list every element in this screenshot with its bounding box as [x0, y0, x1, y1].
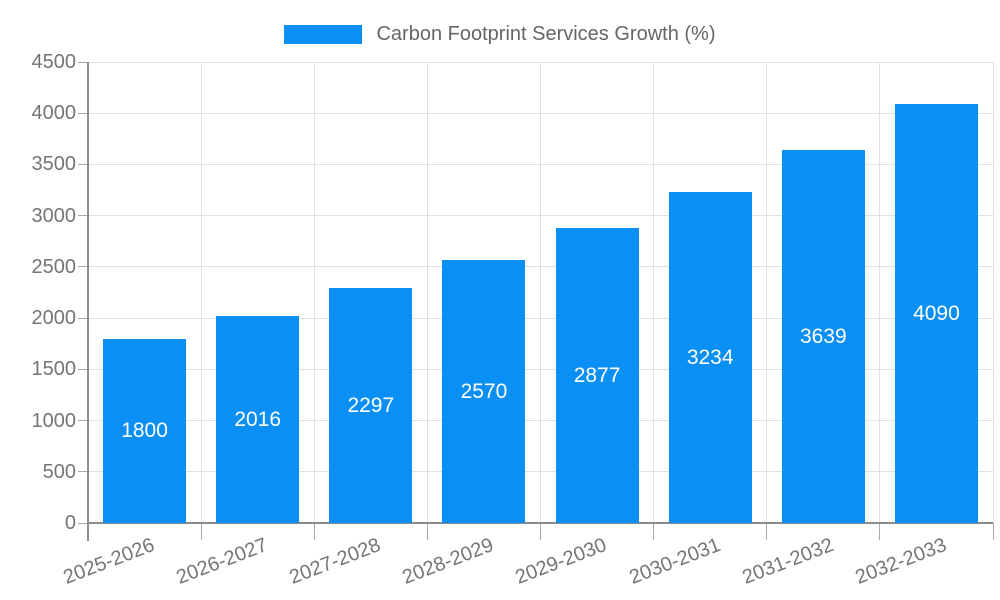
bar-value-label: 2877	[573, 363, 621, 387]
bar[interactable]: 2877	[555, 228, 639, 523]
bar-value-label: 2570	[460, 379, 508, 403]
bar-value-label: 2297	[347, 393, 395, 417]
gridline-vertical	[879, 62, 881, 523]
x-axis-tick	[540, 523, 541, 540]
legend[interactable]: Carbon Footprint Services Growth (%)	[0, 22, 1000, 46]
y-tick-label: 0	[64, 512, 76, 534]
y-tick-label: 2000	[31, 307, 77, 330]
gridline-vertical	[766, 62, 768, 523]
y-axis-tick	[78, 471, 88, 473]
bar[interactable]: 3234	[668, 192, 752, 523]
x-tick-label: 2027-2028	[286, 534, 384, 589]
x-tick-label: 2029-2030	[512, 534, 610, 589]
gridline-vertical	[992, 62, 994, 523]
bar-value-label: 2016	[234, 407, 282, 431]
x-tick-label: 2028-2029	[399, 534, 497, 589]
x-tick-label: 2030-2031	[625, 534, 724, 589]
y-axis-tick	[78, 317, 88, 319]
x-axis-tick	[879, 523, 881, 540]
x-tick-label: 2026-2027	[173, 534, 271, 589]
y-tick-label: 1000	[31, 409, 77, 432]
x-tick-label: 2025-2026	[60, 534, 158, 589]
y-axis-tick	[78, 112, 88, 114]
x-tick-label: 2032-2033	[852, 534, 950, 589]
x-axis-tick	[426, 523, 428, 540]
x-axis-tick	[313, 523, 315, 540]
y-tick-label: 4500	[31, 51, 77, 73]
y-axis-tick	[78, 420, 88, 422]
bar-value-label: 3639	[799, 324, 847, 348]
x-axis-tick	[653, 523, 655, 540]
x-axis-line	[88, 522, 993, 524]
y-axis-tick	[78, 522, 88, 524]
bar[interactable]: 1800	[103, 339, 187, 523]
y-axis-tick	[78, 163, 88, 165]
bar[interactable]: 3639	[781, 150, 865, 523]
y-axis-line	[87, 62, 89, 541]
y-tick-label: 1500	[31, 358, 77, 381]
gridline-vertical	[426, 62, 428, 523]
bar[interactable]: 2570	[442, 260, 526, 523]
y-tick-label: 4000	[31, 102, 77, 125]
y-axis-tick	[78, 61, 88, 63]
gridline-vertical	[313, 62, 315, 523]
y-axis-tick	[78, 215, 88, 217]
y-axis-tick	[78, 368, 88, 370]
x-axis-tick	[992, 523, 994, 540]
bar-value-label: 1800	[121, 419, 168, 442]
legend-swatch-icon	[284, 24, 363, 44]
gridline-vertical	[200, 62, 202, 523]
legend-label: Carbon Footprint Services Growth (%)	[376, 23, 716, 45]
x-axis-tick	[200, 523, 202, 540]
bar[interactable]: 2016	[216, 316, 300, 523]
bar[interactable]: 4090	[894, 104, 978, 523]
bar[interactable]: 2297	[329, 288, 413, 523]
bar-value-label: 3234	[686, 345, 734, 369]
x-tick-label: 2031-2032	[739, 534, 837, 589]
y-axis-tick	[78, 266, 88, 268]
gridline-vertical	[540, 62, 541, 523]
x-axis-tick	[766, 523, 768, 540]
y-tick-label: 3000	[31, 204, 77, 227]
y-tick-label: 500	[42, 460, 76, 483]
y-tick-label: 3500	[31, 153, 77, 176]
gridline-vertical	[653, 62, 655, 523]
bar-value-label: 4090	[913, 301, 960, 325]
y-tick-label: 2500	[31, 255, 77, 278]
